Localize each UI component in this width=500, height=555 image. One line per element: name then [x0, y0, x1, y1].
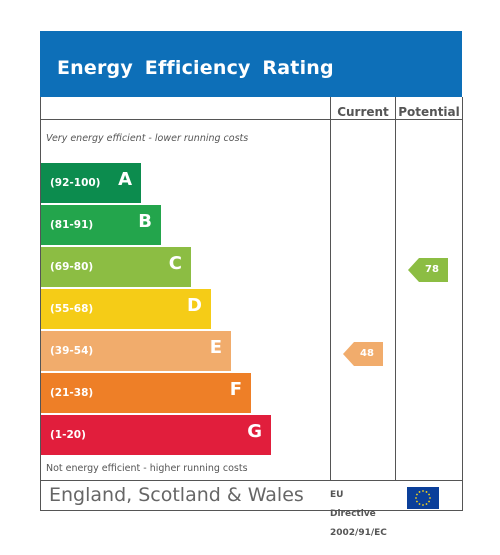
band-c-letter: C: [168, 253, 182, 274]
footer-country: England, Scotland & Wales: [49, 484, 304, 506]
band-a: (92-100) A: [41, 163, 141, 203]
eu-star-icon: [428, 500, 430, 503]
band-b-range: (81-91): [50, 219, 94, 231]
eu-star-icon: [418, 503, 421, 505]
eu-flag-icon: [407, 487, 439, 509]
band-c-range: (69-80): [50, 261, 94, 273]
energy-rating-chart: Energy Efficiency Rating Current Potenti…: [40, 31, 463, 538]
eu-star-icon: [416, 500, 418, 503]
band-e-letter: E: [209, 337, 222, 358]
divider-potential: [395, 97, 396, 480]
eu-star-icon: [425, 491, 428, 493]
eu-directive-label: EU Directive 2002/91/EC: [330, 486, 387, 543]
band-c: (69-80) C: [41, 247, 191, 287]
eu-directive-line1: EU: [330, 490, 344, 500]
band-b: (81-91) B: [41, 205, 161, 245]
rating-table: [40, 97, 463, 511]
header-row-divider: [40, 119, 462, 120]
eu-star-icon: [418, 491, 421, 493]
eu-star-icon: [422, 504, 424, 506]
band-f-letter: F: [229, 379, 242, 400]
band-d-letter: D: [187, 295, 202, 316]
band-g-letter: G: [247, 421, 262, 442]
band-f: (21-38) F: [41, 373, 251, 413]
eu-star-icon: [422, 490, 424, 492]
eu-star-icon: [416, 493, 418, 496]
eu-stars-icon: [415, 490, 431, 506]
inefficient-note: Not energy efficient - higher running co…: [46, 463, 248, 474]
eu-star-icon: [428, 493, 430, 496]
eu-star-icon: [429, 497, 431, 499]
band-e-range: (39-54): [50, 345, 94, 357]
eu-star-icon: [425, 503, 428, 505]
footer-divider: [40, 480, 462, 481]
efficient-note: Very energy efficient - lower running co…: [46, 133, 249, 144]
chart-header: Energy Efficiency Rating: [40, 31, 462, 97]
column-potential-header: Potential: [398, 105, 460, 119]
band-d-range: (55-68): [50, 303, 94, 315]
eu-star-icon: [415, 497, 417, 499]
eu-directive-line3: 2002/91/EC: [330, 528, 387, 538]
potential-rating-value: 78: [425, 264, 439, 275]
band-b-letter: B: [138, 211, 152, 232]
band-g-range: (1-20): [50, 429, 86, 441]
band-a-range: (92-100): [50, 177, 101, 189]
current-rating-value: 48: [360, 348, 374, 359]
divider-current: [330, 97, 331, 480]
eu-directive-line2: Directive: [330, 509, 376, 519]
band-a-letter: A: [118, 169, 132, 190]
band-d: (55-68) D: [41, 289, 211, 329]
band-e: (39-54) E: [41, 331, 231, 371]
column-current-header: Current: [337, 105, 389, 119]
chart-title: Energy Efficiency Rating: [57, 57, 334, 79]
band-f-range: (21-38): [50, 387, 94, 399]
band-g: (1-20) G: [41, 415, 271, 455]
